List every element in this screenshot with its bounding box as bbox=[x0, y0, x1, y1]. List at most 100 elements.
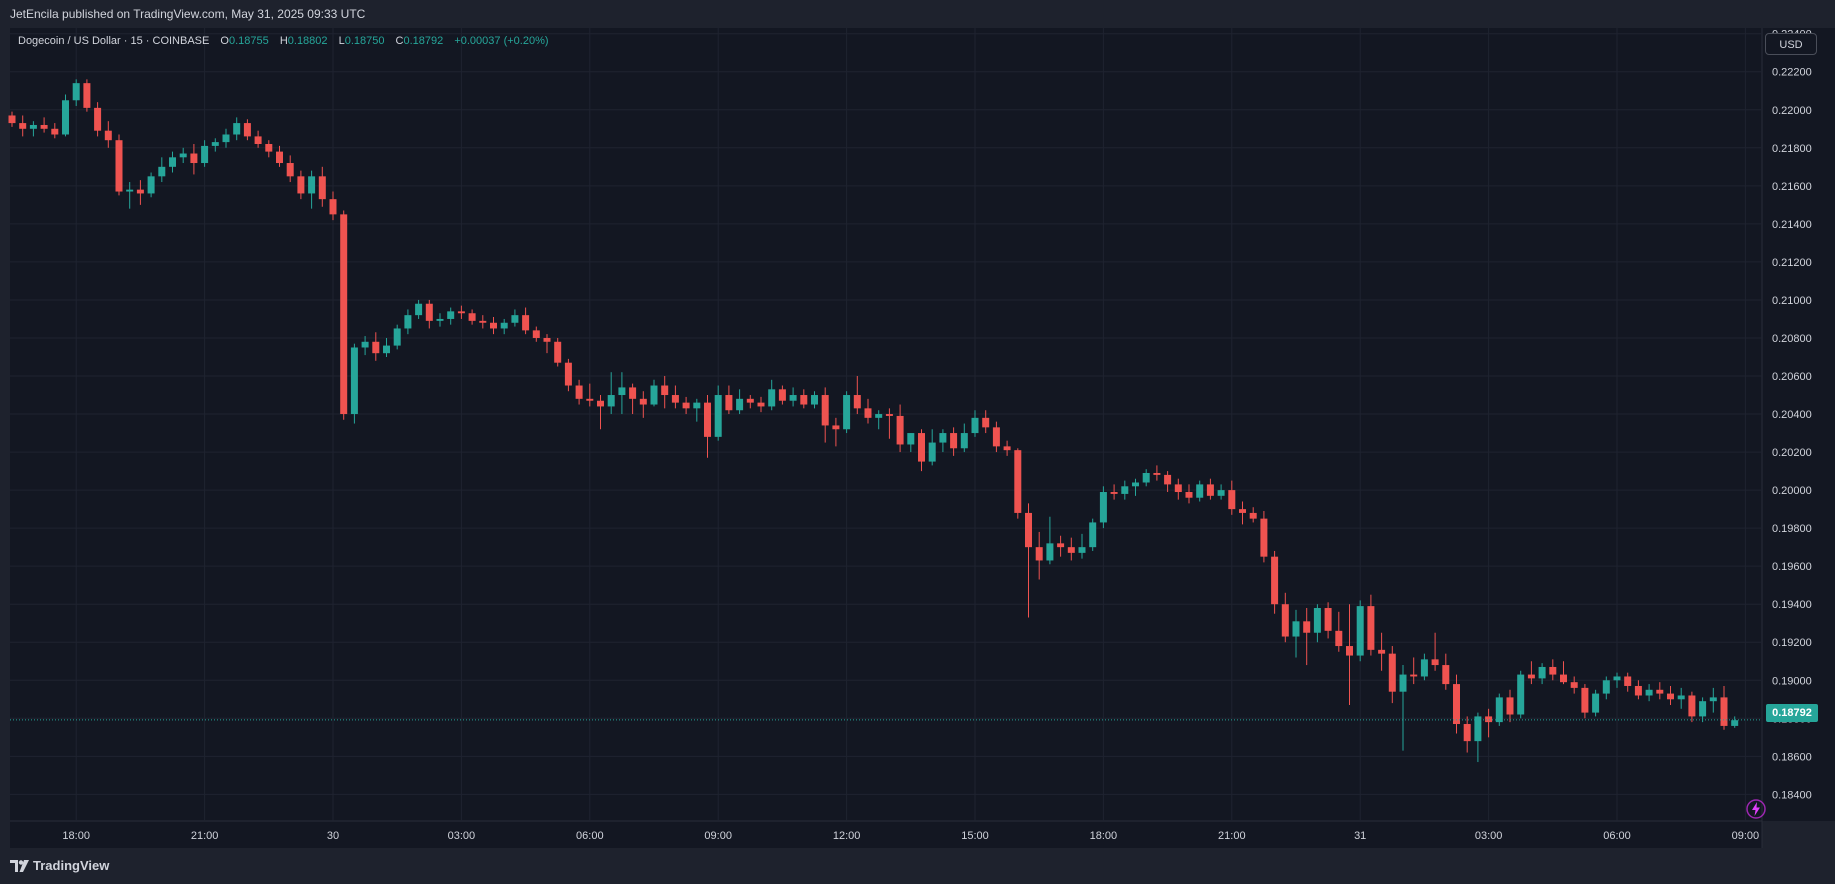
candle-body bbox=[415, 303, 423, 316]
time-tick-label: 06:00 bbox=[576, 830, 604, 842]
candle-body bbox=[1196, 484, 1204, 498]
candle-body bbox=[1667, 693, 1674, 700]
candle bbox=[1260, 511, 1268, 563]
candle bbox=[1677, 687, 1685, 709]
candle-body bbox=[1003, 446, 1011, 451]
candle bbox=[811, 391, 818, 409]
candle-body bbox=[928, 442, 936, 462]
candle-body bbox=[1067, 547, 1075, 553]
candle-body bbox=[618, 387, 626, 396]
candle-body bbox=[1378, 649, 1386, 654]
candle-body bbox=[276, 151, 283, 164]
currency-button[interactable]: USD bbox=[1765, 33, 1817, 55]
candle-body bbox=[768, 389, 776, 407]
candle bbox=[233, 117, 241, 141]
candle bbox=[661, 376, 669, 409]
candle bbox=[1164, 471, 1172, 493]
candle bbox=[939, 429, 947, 453]
candle-body bbox=[72, 83, 80, 101]
candle-body bbox=[468, 313, 476, 321]
candle bbox=[29, 121, 37, 137]
price-tick-label: 0.22200 bbox=[1772, 67, 1812, 79]
candle bbox=[1560, 661, 1567, 685]
candle-body bbox=[1260, 518, 1268, 557]
price-tick-label: 0.19800 bbox=[1772, 523, 1812, 535]
candle bbox=[297, 170, 305, 200]
candle-body bbox=[1324, 608, 1332, 631]
candle-body bbox=[661, 385, 669, 396]
candle bbox=[383, 337, 390, 357]
tradingview-logo-icon[interactable] bbox=[10, 859, 30, 873]
price-tick-label: 0.21800 bbox=[1772, 143, 1812, 155]
candle bbox=[1185, 484, 1193, 504]
candle-body bbox=[94, 107, 102, 131]
candle bbox=[1206, 478, 1214, 500]
candle-body bbox=[297, 176, 305, 194]
time-tick-label: 03:00 bbox=[1475, 830, 1503, 842]
candle-body bbox=[233, 123, 241, 135]
candle-body bbox=[1121, 486, 1129, 494]
candle bbox=[147, 172, 155, 198]
candle-body bbox=[1185, 492, 1193, 498]
candle bbox=[1271, 550, 1279, 614]
candle bbox=[222, 128, 230, 148]
candle-body bbox=[115, 140, 123, 192]
candle bbox=[982, 410, 990, 434]
price-axis-background bbox=[1762, 28, 1835, 821]
candle bbox=[1538, 663, 1546, 685]
candle bbox=[597, 395, 604, 430]
candle-body bbox=[340, 214, 348, 415]
candle-body bbox=[950, 433, 958, 449]
chart-container[interactable]: 0.224000.222000.220000.218000.216000.214… bbox=[0, 28, 1835, 848]
close-value: 0.18792 bbox=[403, 35, 444, 47]
candle-body bbox=[789, 395, 797, 401]
candle-body bbox=[704, 402, 711, 437]
candle bbox=[575, 379, 583, 405]
candle-body bbox=[479, 320, 487, 323]
symbol-title[interactable]: Dogecoin / US Dollar · 15 · COINBASE bbox=[18, 35, 210, 47]
candle-body bbox=[875, 414, 883, 418]
candle-body bbox=[169, 157, 176, 167]
candlestick-chart[interactable]: 0.224000.222000.220000.218000.216000.214… bbox=[0, 28, 1835, 848]
candle-body bbox=[1613, 676, 1621, 681]
candle bbox=[950, 427, 958, 456]
lightning-icon[interactable] bbox=[1745, 798, 1767, 820]
price-tick-label: 0.18600 bbox=[1772, 751, 1812, 763]
candle-body bbox=[1239, 509, 1246, 513]
time-tick-label: 09:00 bbox=[704, 830, 732, 842]
candle-body bbox=[992, 427, 1000, 447]
price-tick-label: 0.22000 bbox=[1772, 105, 1812, 117]
candle bbox=[1378, 632, 1386, 671]
candle-body bbox=[586, 398, 594, 401]
candle bbox=[682, 396, 690, 415]
candle bbox=[457, 305, 465, 319]
time-axis[interactable]: 18:00 21:00 30 03:00 06:00 09:00 12:00 15:00 18:… bbox=[62, 830, 1759, 842]
brand-name[interactable]: TradingView bbox=[33, 858, 110, 873]
candle bbox=[104, 121, 112, 148]
time-tick-label: 18:00 bbox=[62, 830, 90, 842]
candle-body bbox=[40, 124, 48, 129]
price-axis[interactable]: 0.224000.222000.220000.218000.216000.214… bbox=[1772, 29, 1812, 802]
candle bbox=[736, 389, 744, 415]
candle bbox=[1731, 716, 1739, 728]
candle-body bbox=[1431, 659, 1439, 666]
price-tick-label: 0.19000 bbox=[1772, 675, 1812, 687]
candle bbox=[1239, 501, 1246, 525]
last-price-badge: 0.18792 bbox=[1766, 704, 1818, 722]
candle bbox=[1196, 480, 1204, 502]
candle bbox=[1656, 682, 1664, 700]
candle bbox=[318, 166, 326, 207]
candle-body bbox=[725, 395, 733, 411]
candle-body bbox=[693, 402, 701, 409]
candle-body bbox=[361, 341, 369, 348]
footer-bar: TradingView bbox=[0, 848, 1835, 884]
candle-body bbox=[532, 330, 540, 338]
candle-body bbox=[404, 315, 412, 329]
price-tick-label: 0.20400 bbox=[1772, 409, 1812, 421]
candle bbox=[1025, 503, 1032, 618]
candle bbox=[94, 102, 102, 137]
price-tick-label: 0.20600 bbox=[1772, 371, 1812, 383]
candle bbox=[62, 94, 69, 137]
candle bbox=[554, 337, 562, 367]
candle bbox=[1688, 691, 1696, 723]
